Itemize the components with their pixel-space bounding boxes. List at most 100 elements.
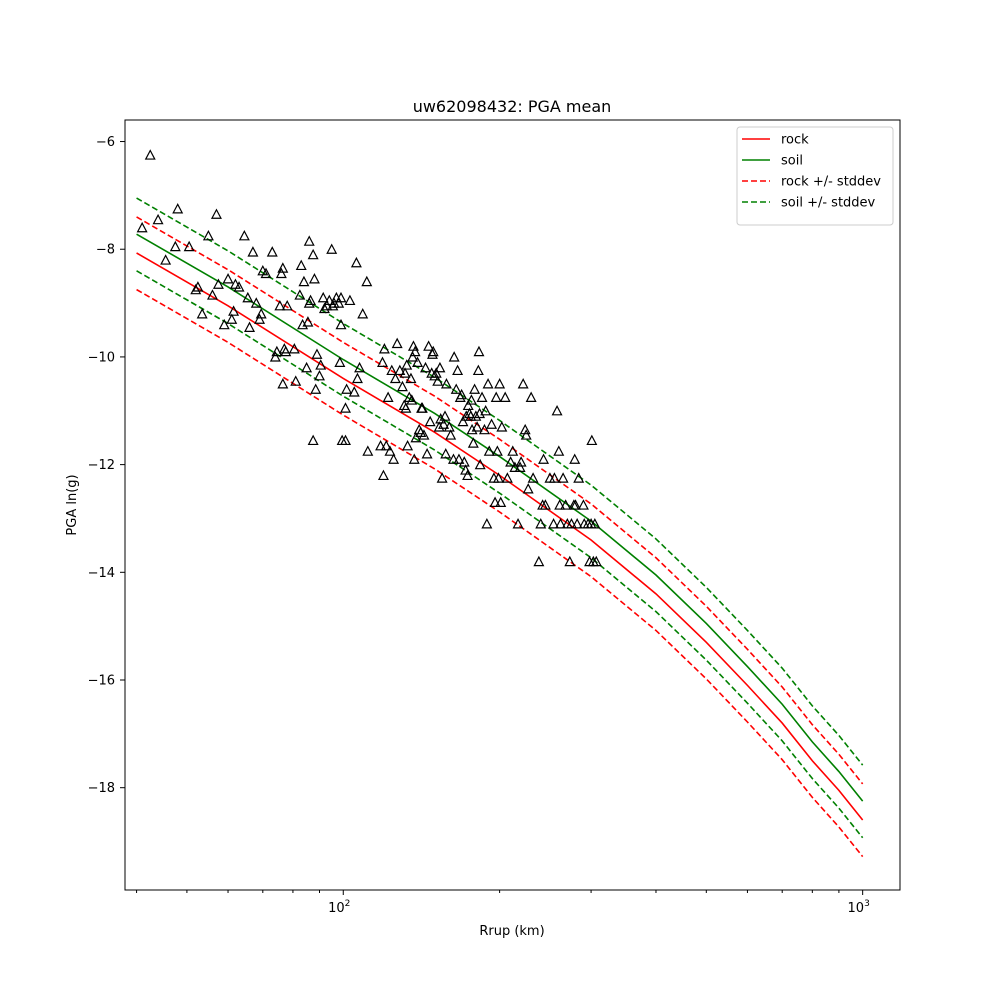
observation-point [565, 518, 577, 529]
observation-point [361, 275, 373, 287]
x-axis: 102 103 [136, 890, 870, 916]
observation-point [539, 499, 551, 510]
observation-point [391, 337, 403, 349]
y-tick-label: −8 [96, 243, 115, 258]
observation-point [456, 388, 468, 400]
observation-point [377, 469, 389, 481]
observation-point [351, 372, 363, 384]
observation-point [514, 461, 526, 472]
observation-point [315, 359, 327, 370]
observation-point [396, 380, 408, 392]
observation-point [318, 302, 330, 314]
observation-point [564, 555, 576, 567]
observation-point [335, 318, 347, 330]
observation-point [482, 378, 494, 389]
observation-point [233, 281, 245, 292]
observation-point [471, 421, 483, 432]
observation-point [450, 383, 462, 394]
observation-point [277, 378, 289, 389]
observation-point [275, 267, 287, 279]
observation-point [307, 434, 319, 446]
observation-point [321, 299, 333, 311]
observation-point [517, 378, 529, 389]
observation-point [520, 429, 532, 440]
observation-point [190, 283, 202, 295]
observation-point [301, 361, 313, 373]
observation-point [394, 364, 406, 376]
x-tick-label: 102 [328, 899, 350, 916]
observation-point [160, 254, 172, 265]
observation-point [277, 262, 289, 273]
observation-point [553, 445, 565, 456]
observation-point [172, 203, 184, 214]
observation-point [458, 456, 470, 467]
observation-point [436, 472, 448, 483]
observation-point [435, 413, 447, 424]
observation-point [573, 472, 585, 483]
observation-point [362, 445, 374, 456]
observation-point [183, 240, 195, 252]
observation-point [269, 351, 281, 362]
observation-point [254, 313, 266, 324]
series-rock-stddev-upper-line [136, 216, 864, 785]
observation-point [560, 499, 572, 510]
observation-point [169, 240, 181, 252]
observation-point [427, 345, 439, 357]
observation-point [499, 391, 511, 402]
observation-point [406, 394, 418, 405]
observation-point [548, 472, 560, 483]
observation-point [525, 391, 537, 402]
observation-point [341, 383, 353, 394]
observation-point [489, 496, 501, 507]
legend-label: rock [781, 133, 809, 148]
observation-point [476, 391, 488, 402]
observation-point [505, 456, 517, 467]
observation-point [305, 294, 317, 306]
observation-point [410, 431, 422, 443]
observation-point [412, 356, 424, 367]
observation-point [533, 555, 545, 567]
observation-point [480, 404, 492, 416]
x-axis-label: Rrup (km) [479, 924, 544, 939]
legend-label: soil +/- stddev [781, 196, 876, 211]
observation-point [577, 499, 589, 510]
y-tick-label: −16 [88, 674, 115, 689]
observation-point [555, 518, 567, 529]
observation-point [409, 345, 421, 357]
observation-point [152, 213, 164, 225]
observation-point [192, 281, 204, 292]
observation-point [401, 359, 413, 370]
observation-point [438, 418, 450, 429]
observation-point [440, 378, 452, 389]
observation-point [271, 345, 283, 357]
y-axis: −6 −8 −10 −12 −14 −16 −18 [88, 135, 125, 796]
observation-point [212, 278, 224, 289]
plot-area [125, 120, 900, 890]
observation-point [433, 421, 445, 432]
observation-point [507, 445, 519, 456]
legend-box [736, 126, 894, 226]
observation-point [515, 456, 527, 467]
observation-point [462, 399, 474, 411]
observation-point [467, 437, 479, 448]
observation-point [250, 297, 262, 308]
observation-point [266, 246, 278, 257]
observation-point [466, 423, 478, 435]
observation-point [247, 246, 259, 257]
observation-point [210, 208, 222, 219]
observation-point [228, 305, 240, 316]
observation-point [474, 458, 486, 470]
observation-point [472, 364, 484, 376]
observation-point [440, 448, 452, 459]
observation-point [340, 434, 351, 446]
observation-point [443, 421, 455, 432]
observation-point [144, 149, 156, 160]
observation-point [302, 316, 314, 327]
observation-point [496, 421, 508, 432]
observation-point [314, 369, 325, 381]
observation-point [388, 453, 400, 464]
observation-point [465, 394, 477, 405]
observation-point [473, 345, 485, 357]
observation-point [274, 299, 286, 311]
observation-point [470, 410, 482, 421]
